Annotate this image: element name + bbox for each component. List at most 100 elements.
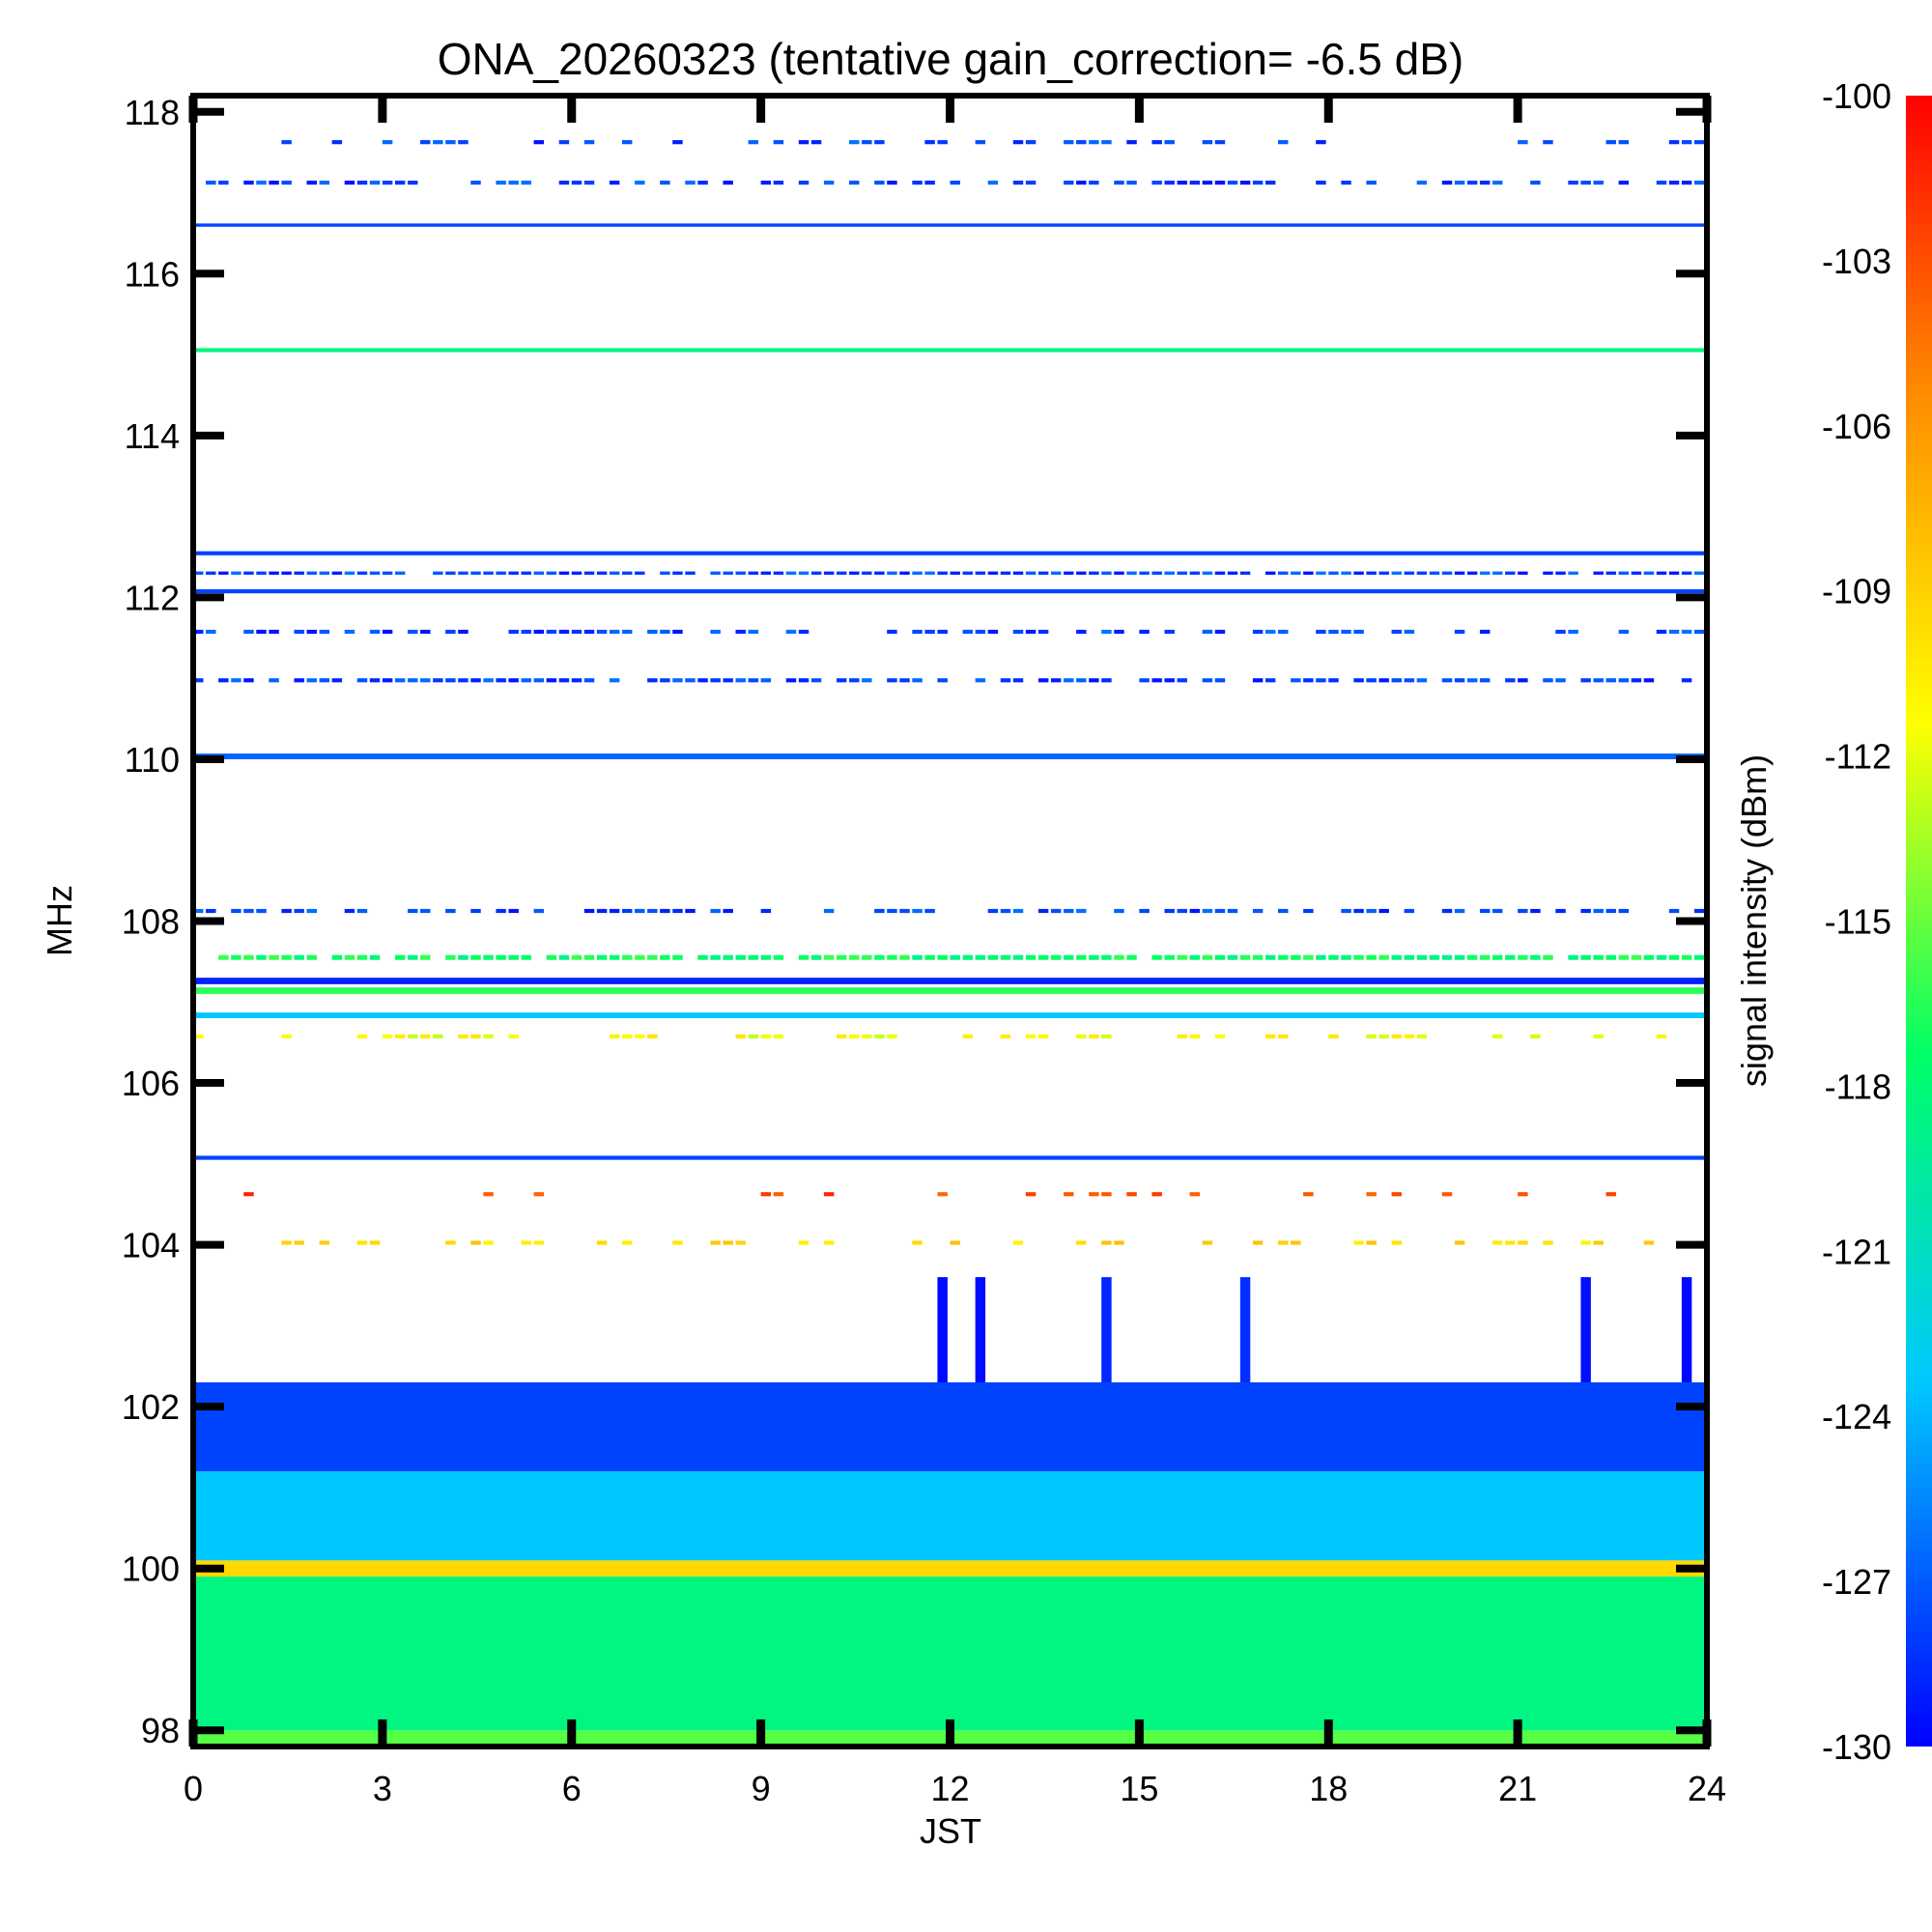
band-segment xyxy=(685,678,696,683)
band-segment xyxy=(1252,180,1264,185)
band-segment xyxy=(1416,571,1428,575)
band-segment xyxy=(647,954,658,960)
band-segment xyxy=(382,629,393,635)
band-segment xyxy=(735,629,746,635)
band-segment xyxy=(1227,180,1238,185)
band-segment xyxy=(1328,629,1339,635)
band-segment xyxy=(748,571,759,575)
band-segment xyxy=(1492,1240,1503,1245)
band-segment xyxy=(1429,954,1440,960)
band-segment xyxy=(773,180,784,185)
band-segment xyxy=(1239,954,1251,960)
band-segment xyxy=(1454,629,1465,635)
band-segment xyxy=(1076,180,1087,185)
band-segment xyxy=(1177,954,1187,960)
band-segment xyxy=(1202,629,1213,635)
band-segment xyxy=(1000,571,1011,575)
band-segment xyxy=(1656,954,1667,960)
band-segment xyxy=(1505,571,1516,575)
band-segment xyxy=(344,954,355,960)
band-segment xyxy=(937,1277,948,1383)
band-segment xyxy=(1252,629,1264,635)
band-segment xyxy=(1441,954,1453,960)
band-segment xyxy=(1668,908,1680,914)
band-segment xyxy=(1202,140,1213,145)
band-15 xyxy=(193,753,1707,759)
band-segment xyxy=(1391,1034,1402,1038)
band-segment xyxy=(470,678,481,683)
band-segment xyxy=(1316,140,1326,145)
heatmap-bands xyxy=(193,140,1707,1747)
band-segment xyxy=(1454,1240,1465,1245)
colorbar-tick-label: -118 xyxy=(1825,1066,1891,1106)
band-segment xyxy=(748,629,759,635)
band-segment xyxy=(660,954,670,960)
band-segment xyxy=(420,629,431,635)
band-segment xyxy=(987,629,999,635)
band-segment xyxy=(924,571,935,575)
band-segment xyxy=(912,571,923,575)
band-segment xyxy=(1012,908,1024,914)
band-segment xyxy=(294,954,304,960)
band-segment xyxy=(1391,678,1402,683)
band-segment xyxy=(533,629,545,635)
band-segment xyxy=(635,571,645,575)
band-segment xyxy=(1101,678,1112,683)
band-segment xyxy=(685,571,696,575)
band-segment xyxy=(710,678,721,683)
x-tick-label: 18 xyxy=(1309,1769,1348,1808)
band-segment xyxy=(697,678,708,683)
band-segment xyxy=(937,1192,948,1197)
band-segment xyxy=(483,1192,494,1197)
band-segment xyxy=(823,180,835,185)
band-11 xyxy=(193,987,1707,994)
band-segment xyxy=(433,571,443,575)
band-segment xyxy=(558,140,570,145)
band-segment xyxy=(1076,571,1087,575)
band-segment xyxy=(256,629,267,635)
band-segment xyxy=(558,180,570,185)
band-segment xyxy=(1631,678,1642,683)
band-segment xyxy=(1064,908,1074,914)
band-21 xyxy=(193,348,1707,353)
band-segment xyxy=(1366,571,1377,575)
band-segment xyxy=(1479,571,1491,575)
band-segment xyxy=(1479,678,1491,683)
y-axis-label: MHz xyxy=(40,885,79,956)
band-segment xyxy=(1278,571,1289,575)
band-segment xyxy=(1618,629,1630,635)
band-segment xyxy=(710,908,721,914)
band-segment xyxy=(1114,908,1124,914)
band-segment xyxy=(672,629,683,635)
band-segment xyxy=(1164,954,1175,960)
band-segment xyxy=(596,908,608,914)
band-segment xyxy=(950,180,960,185)
band-segment xyxy=(508,908,519,914)
band-segment xyxy=(723,180,733,185)
band-segment xyxy=(1291,954,1301,960)
band-segment xyxy=(558,629,570,635)
band-segment xyxy=(521,629,531,635)
band-segment xyxy=(596,1240,608,1245)
band-segment xyxy=(1618,571,1630,575)
band-segment xyxy=(937,954,948,960)
band-segment xyxy=(810,954,822,960)
band-segment xyxy=(369,1240,381,1245)
band-segment xyxy=(294,908,304,914)
band-segment xyxy=(1164,629,1175,635)
band-segment xyxy=(533,571,545,575)
band-segment xyxy=(231,678,242,683)
band-fill xyxy=(193,589,1707,594)
x-tick-label: 9 xyxy=(752,1769,771,1808)
band-segment xyxy=(710,629,721,635)
band-5 xyxy=(937,1277,1692,1383)
band-8 xyxy=(193,1155,1707,1160)
band-segment xyxy=(962,1034,974,1038)
band-segment xyxy=(975,629,986,635)
band-segment xyxy=(571,571,582,575)
band-segment xyxy=(1693,180,1705,185)
band-segment xyxy=(862,140,872,145)
band-segment xyxy=(874,908,885,914)
band-segment xyxy=(1076,1240,1087,1245)
band-segment xyxy=(962,954,974,960)
